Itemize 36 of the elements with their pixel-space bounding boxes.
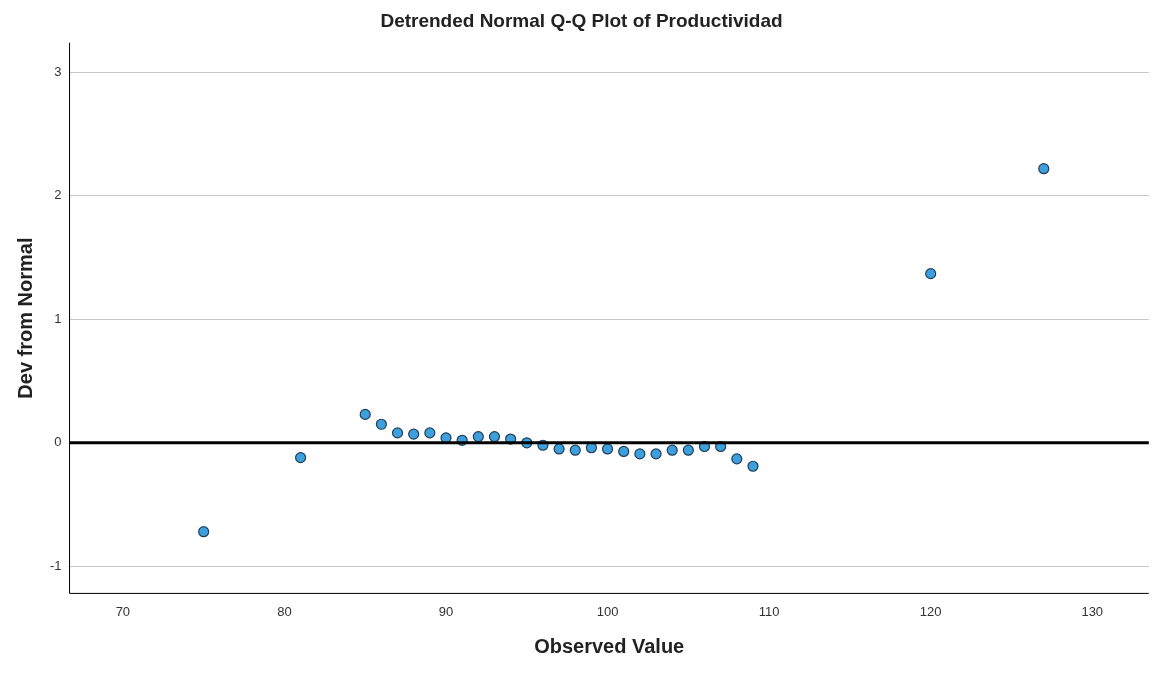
y-tick-label: 3 xyxy=(54,64,62,80)
x-tick-label: 110 xyxy=(758,603,780,619)
x-tick-label: 70 xyxy=(115,603,131,619)
x-axis-title: Observed Value xyxy=(534,634,685,657)
x-tick-label: 90 xyxy=(438,603,454,619)
point xyxy=(424,427,436,439)
x-tick-label: 80 xyxy=(277,603,292,619)
point xyxy=(650,448,662,460)
point xyxy=(391,427,404,439)
point xyxy=(925,268,937,280)
y-axis-title: Dev from Normal xyxy=(13,237,36,399)
point xyxy=(569,444,581,456)
point xyxy=(682,444,694,456)
point xyxy=(198,526,210,538)
y-tick-label: 2 xyxy=(54,187,62,203)
point xyxy=(488,431,501,443)
x-tick-label: 120 xyxy=(919,603,942,619)
point xyxy=(472,431,484,443)
x-tick-label: 100 xyxy=(596,603,619,619)
y-tick-label: 0 xyxy=(54,434,62,450)
point xyxy=(553,443,565,455)
point xyxy=(408,428,420,440)
point xyxy=(634,448,646,460)
point xyxy=(731,453,743,465)
x-tick-label: 130 xyxy=(1081,603,1104,619)
point xyxy=(375,418,387,430)
point xyxy=(666,444,678,456)
chart-title: Detrended Normal Q-Q Plot of Productividad xyxy=(380,9,783,31)
y-tick-label: -1 xyxy=(50,557,62,573)
point xyxy=(618,445,630,458)
point xyxy=(601,443,614,455)
point xyxy=(1038,163,1050,175)
y-tick-label: 1 xyxy=(54,310,62,326)
point xyxy=(294,452,307,464)
point xyxy=(747,460,759,472)
point xyxy=(359,408,371,420)
